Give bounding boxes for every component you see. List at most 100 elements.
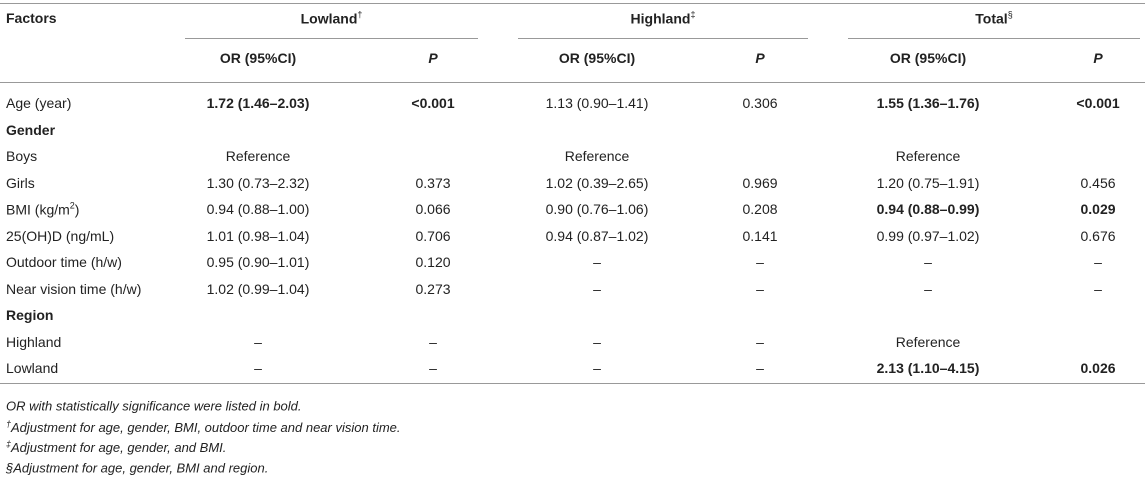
column-header: OR (95%CI) xyxy=(558,50,636,66)
cell: 2.13 (1.10–4.15) xyxy=(876,360,980,376)
row-label-text: 25(OH)D (ng/mL) xyxy=(6,227,115,244)
group-label: Lowland xyxy=(300,10,358,27)
cell: <0.001 xyxy=(1076,95,1120,111)
row-label-text: Highland xyxy=(6,333,62,350)
row-label: Highland xyxy=(6,334,61,350)
row-label-text: Near vision time (h/w) xyxy=(6,280,142,297)
rule xyxy=(518,38,808,39)
cell: Reference xyxy=(225,148,291,164)
cell: 0.969 xyxy=(742,174,778,191)
cell: – xyxy=(593,280,601,297)
cell: – xyxy=(254,360,262,376)
cell: – xyxy=(429,360,437,376)
column-header: P xyxy=(428,50,438,66)
cell: 0.373 xyxy=(415,174,451,191)
group-label: Highland xyxy=(630,10,691,27)
row-label-text: Lowland xyxy=(6,360,59,376)
cell: 1.20 (0.75–1.91) xyxy=(876,174,980,191)
cell: 1.01 (0.98–1.04) xyxy=(206,227,310,244)
row-label: Boys xyxy=(6,148,37,164)
group-header: Highland‡ xyxy=(631,10,696,27)
row-label-text: Age (year) xyxy=(6,95,72,111)
cell: – xyxy=(1094,254,1102,270)
column-header: OR (95%CI) xyxy=(889,50,967,66)
footnote: †Adjustment for age, gender, BMI, outdoo… xyxy=(6,418,401,434)
footnote-mark: † xyxy=(6,418,12,429)
cell: – xyxy=(254,333,262,350)
cell: 0.90 (0.76–1.06) xyxy=(545,201,649,217)
row-label-text: BMI (kg/m xyxy=(6,201,70,218)
cell: 0.99 (0.97–1.02) xyxy=(876,227,980,244)
row-label-text: Girls xyxy=(6,174,35,191)
row-label: Near vision time (h/w) xyxy=(6,281,141,297)
group-mark: § xyxy=(1007,9,1013,20)
cell: Reference xyxy=(564,148,630,164)
rule xyxy=(0,383,1145,384)
footnote: §Adjustment for age, gender, BMI and reg… xyxy=(6,460,268,475)
cell: 0.273 xyxy=(415,280,451,297)
cell: 1.02 (0.39–2.65) xyxy=(545,174,649,191)
cell: 1.13 (0.90–1.41) xyxy=(545,95,649,111)
cell: <0.001 xyxy=(411,95,455,111)
rule xyxy=(848,38,1140,39)
cell: 0.94 (0.88–1.00) xyxy=(206,201,310,217)
group-mark: ‡ xyxy=(690,9,696,20)
section-label: Region xyxy=(6,307,54,323)
cell: 0.306 xyxy=(742,95,778,111)
column-header: OR (95%CI) xyxy=(219,50,297,66)
footnote-text: Adjustment for age, gender, and BMI. xyxy=(11,440,227,456)
row-label-text: Boys xyxy=(6,148,38,164)
group-header: Total§ xyxy=(975,10,1012,27)
row-label: BMI (kg/m2) xyxy=(6,201,79,218)
row-label: Age (year) xyxy=(6,95,71,111)
cell: – xyxy=(593,333,601,350)
cell: 0.141 xyxy=(742,227,778,244)
column-header: P xyxy=(1093,50,1103,66)
row-label: Lowland xyxy=(6,360,58,376)
cell: 0.120 xyxy=(415,254,451,270)
cell: – xyxy=(1094,280,1102,297)
footnote-text: §Adjustment for age, gender, BMI and reg… xyxy=(6,460,269,475)
group-label: Total xyxy=(975,10,1008,27)
cell: 0.706 xyxy=(415,227,451,244)
cell: Reference xyxy=(895,148,961,164)
row-label: Girls xyxy=(6,175,35,191)
cell: – xyxy=(756,254,764,270)
rule xyxy=(0,82,1145,83)
cell: – xyxy=(924,280,932,297)
rule xyxy=(185,38,478,39)
cell: – xyxy=(593,360,601,376)
row-label: 25(OH)D (ng/mL) xyxy=(6,228,114,244)
group-header: Lowland† xyxy=(301,10,363,27)
footnote-mark: ‡ xyxy=(6,438,12,449)
row-label-after: ) xyxy=(74,201,80,218)
footnote-text: Adjustment for age, gender, BMI, outdoor… xyxy=(11,419,401,435)
cell: 0.066 xyxy=(415,201,451,217)
cell: Reference xyxy=(895,333,961,350)
row-label-text: Outdoor time (h/w) xyxy=(6,254,122,270)
cell: 0.456 xyxy=(1080,174,1116,191)
cell: 1.55 (1.36–1.76) xyxy=(876,95,980,111)
cell: – xyxy=(756,333,764,350)
cell: 0.94 (0.88–0.99) xyxy=(876,201,980,217)
footnote-text: OR with statistically significance were … xyxy=(6,398,302,414)
cell: 0.029 xyxy=(1080,201,1116,217)
corner-header: Factors xyxy=(6,10,57,26)
cell: 1.02 (0.99–1.04) xyxy=(206,280,310,297)
row-label: Outdoor time (h/w) xyxy=(6,254,122,270)
cell: 0.94 (0.87–1.02) xyxy=(545,227,649,244)
footnote: OR with statistically significance were … xyxy=(6,399,302,414)
cell: – xyxy=(429,333,437,350)
group-mark: † xyxy=(357,9,363,20)
footnote: ‡Adjustment for age, gender, and BMI. xyxy=(6,439,226,455)
cell: 0.208 xyxy=(742,201,778,217)
column-header: P xyxy=(755,50,765,66)
cell: 1.72 (1.46–2.03) xyxy=(206,95,310,111)
rule xyxy=(0,3,1145,4)
cell: 0.95 (0.90–1.01) xyxy=(206,254,310,270)
cell: 0.676 xyxy=(1080,227,1116,244)
cell: – xyxy=(924,254,932,270)
cell: – xyxy=(756,360,764,376)
section-label: Gender xyxy=(6,121,56,138)
